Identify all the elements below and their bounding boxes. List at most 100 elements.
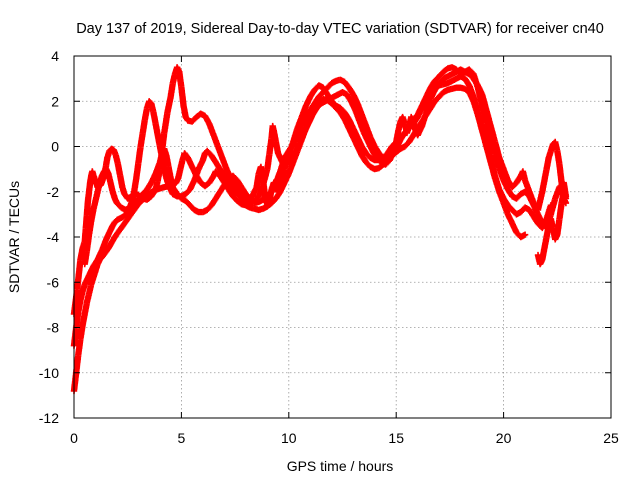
data-point-marker [440,66,450,75]
x-tick-label: 5 [178,430,186,446]
data-point-marker [111,218,120,226]
data-point-marker [186,202,197,212]
data-point-marker [146,98,154,106]
data-point-marker [90,261,98,270]
data-point-marker [139,187,150,198]
x-axis-label: GPS time / hours [287,458,394,474]
data-point-marker [201,149,210,157]
x-tick-label: 25 [603,430,619,446]
data-point-marker [229,193,240,203]
data-point-marker [375,150,386,160]
ticks-layer: 0 5 10 15 20 25 -12 -10 -8 -6 -4 -2 0 2 4 [39,48,619,446]
chart-title: Day 137 of 2019, Sidereal Day-to-day VTE… [76,21,604,37]
data-point-marker [483,120,494,142]
data-point-marker [466,66,476,77]
data-point-marker [337,104,347,115]
data-point-marker [182,113,191,123]
data-point-marker [332,104,343,115]
data-point-marker [204,147,214,158]
data-point-marker [268,196,278,207]
data-point-marker [382,158,392,168]
data-point-marker [324,81,334,91]
data-point-marker [147,188,156,197]
data-point-marker [74,258,84,293]
data-point-marker [134,199,143,209]
data-point-marker [212,168,223,178]
series-satellite-track-3 [70,64,570,349]
data-point-marker [92,257,101,267]
data-point-marker [137,196,146,206]
y-tick-label: -10 [39,365,59,381]
data-point-marker [401,139,412,150]
data-point-marker [122,210,130,218]
data-point-marker [362,150,373,160]
data-point-marker [283,158,294,168]
data-point-marker [106,146,114,155]
data-point-marker [120,212,128,220]
data-point-marker [188,115,199,125]
data-point-marker [204,203,214,214]
data-point-marker [436,90,446,100]
data-point-marker [236,188,246,199]
data-point-marker [266,135,275,157]
data-point-marker [251,194,261,204]
y-tick-label: -12 [39,410,59,426]
data-point-marker [234,197,244,207]
data-point-marker [474,111,485,133]
data-point-marker [126,201,137,211]
data-point-marker [234,190,244,201]
y-tick-label: -4 [47,229,60,245]
data-point-marker [483,107,494,128]
data-point-marker [118,214,126,221]
y-tick-label: 2 [51,93,59,109]
x-tick-label: 10 [281,430,297,446]
data-point-marker [320,85,330,96]
x-tick-label: 20 [496,430,512,446]
marks-layer [70,64,570,395]
data-point-marker [182,197,193,208]
data-point-marker [483,143,494,165]
data-point-marker [130,196,141,207]
data-point-marker [373,154,384,165]
data-point-marker [115,215,124,223]
data-point-marker [554,217,563,238]
y-tick-label: -8 [47,320,60,336]
x-tick-label: 15 [388,430,404,446]
y-tick-label: 0 [51,139,59,155]
data-point-marker [436,69,446,80]
x-tick-label: 0 [70,430,78,446]
data-point-marker [229,172,240,183]
data-point-marker [315,90,326,100]
data-point-marker [242,190,253,201]
series-satellite-track-5 [534,188,570,268]
data-point-marker [135,191,145,202]
data-point-marker [362,159,373,169]
data-point-marker [431,81,442,94]
data-point-marker [466,70,476,81]
data-point-marker [229,186,240,197]
data-point-marker [436,76,446,87]
data-point-marker [313,101,324,112]
data-point-marker [182,187,193,198]
data-point-marker [173,190,184,201]
data-point-marker [143,190,153,199]
data-point-marker [109,220,118,229]
data-point-marker [513,191,523,202]
data-point-marker [140,193,150,202]
series-satellite-track-2 [70,84,529,395]
data-point-marker [113,199,124,210]
data-point-marker [264,189,274,200]
data-point-marker [431,74,442,85]
data-point-marker [562,195,570,202]
data-point-marker [509,180,519,191]
y-axis-label: SDTVAR / TECUs [6,181,22,293]
data-point-marker [328,100,339,111]
data-point-marker [113,216,122,224]
data-point-marker [108,145,116,153]
y-tick-label: -6 [47,274,60,290]
y-tick-label: 4 [51,48,59,64]
data-point-marker [431,94,442,105]
plot-frame [73,55,612,419]
